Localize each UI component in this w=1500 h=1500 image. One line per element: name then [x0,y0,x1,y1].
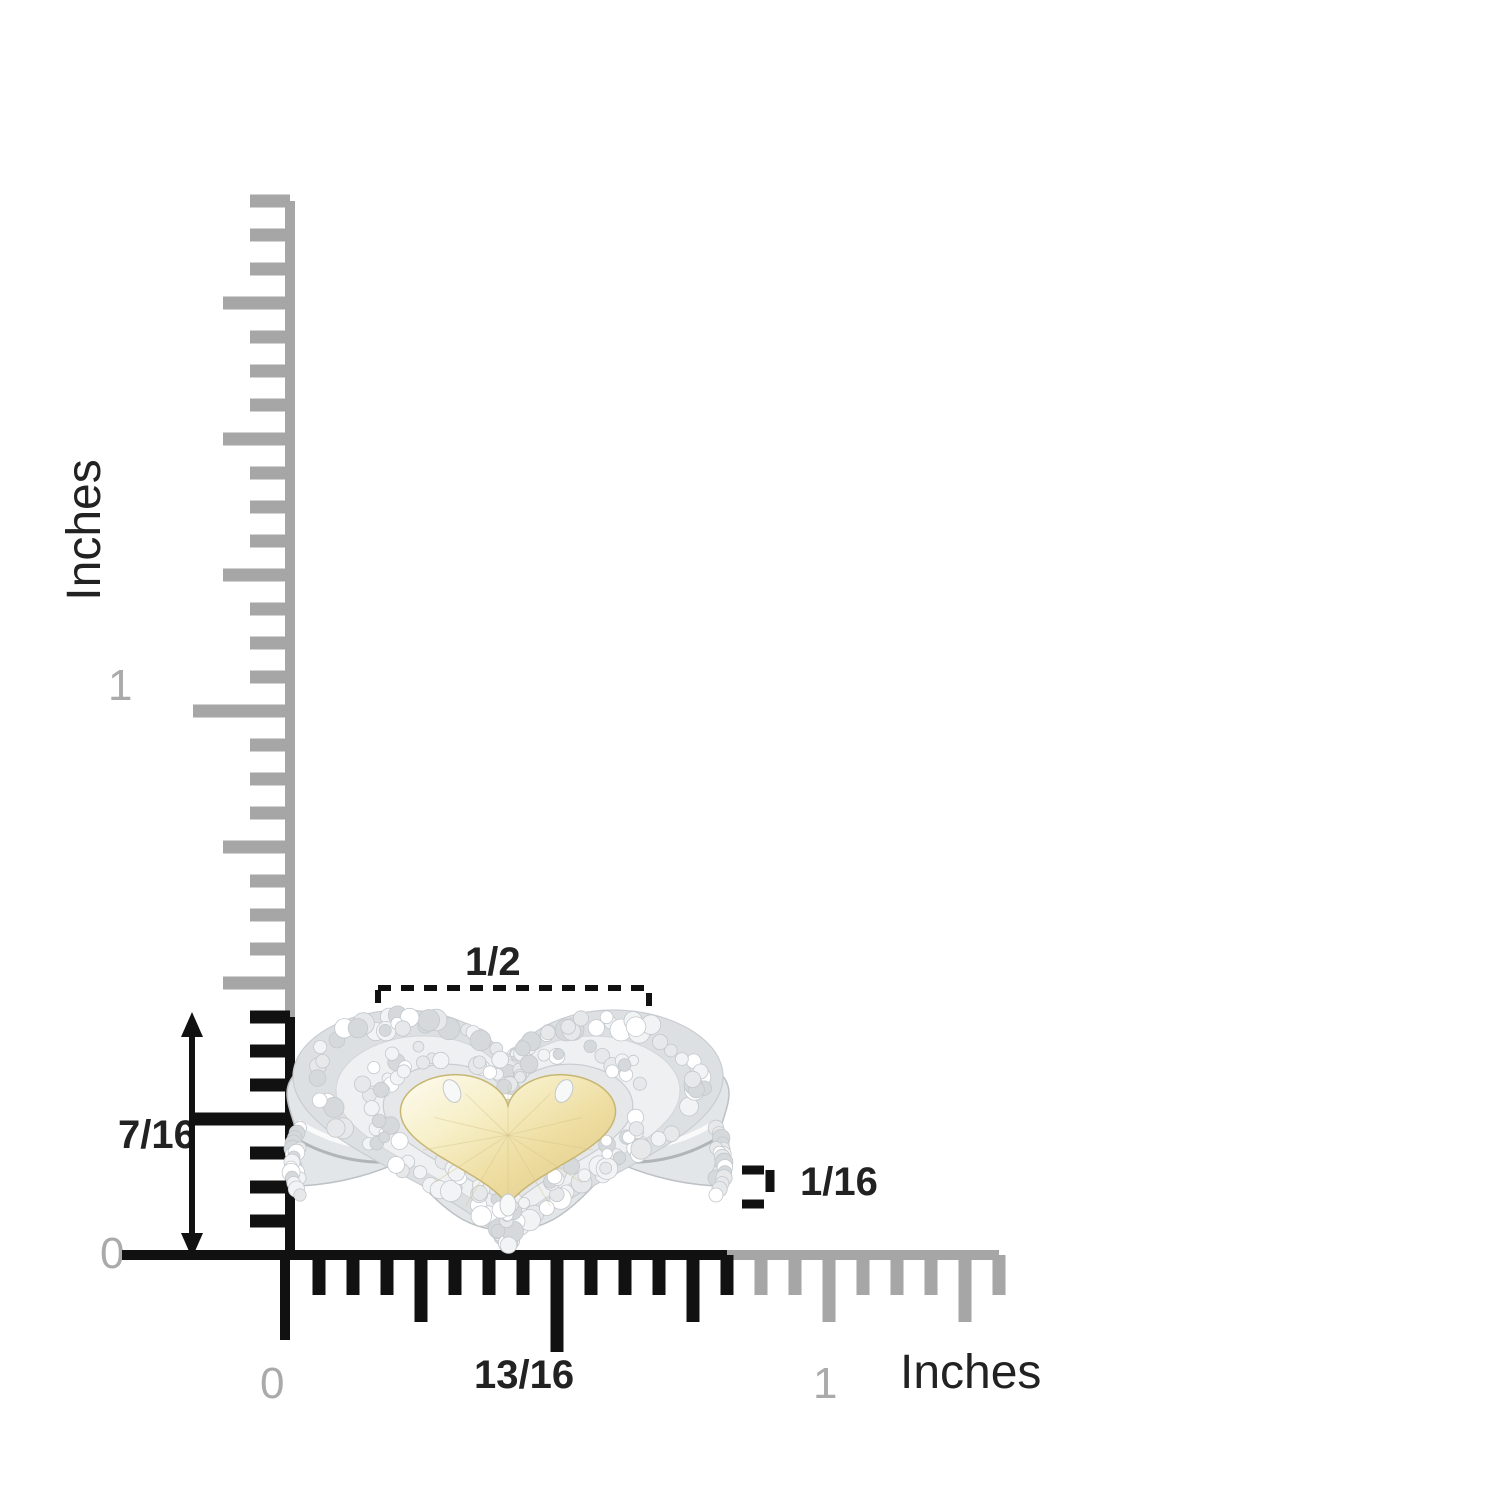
svg-text:0: 0 [100,1229,124,1278]
svg-text:1/2: 1/2 [465,940,521,984]
svg-text:Inches: Inches [900,1346,1041,1399]
svg-text:0: 0 [260,1359,284,1408]
svg-text:Inches: Inches [58,459,111,600]
svg-text:1: 1 [813,1359,837,1408]
svg-text:1/16: 1/16 [800,1160,878,1204]
svg-text:13/16: 13/16 [474,1353,574,1397]
svg-text:7/16: 7/16 [118,1113,196,1157]
svg-text:1: 1 [108,661,132,710]
